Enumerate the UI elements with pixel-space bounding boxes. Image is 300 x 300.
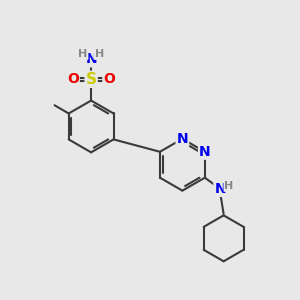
Text: S: S: [85, 72, 97, 87]
Text: N: N: [177, 132, 188, 146]
Text: N: N: [214, 182, 226, 196]
Text: H: H: [224, 181, 234, 191]
Text: H: H: [78, 49, 88, 59]
Text: N: N: [199, 145, 211, 159]
Text: N: N: [85, 52, 97, 66]
Text: O: O: [103, 72, 115, 86]
Text: O: O: [67, 72, 79, 86]
Text: H: H: [95, 49, 104, 59]
